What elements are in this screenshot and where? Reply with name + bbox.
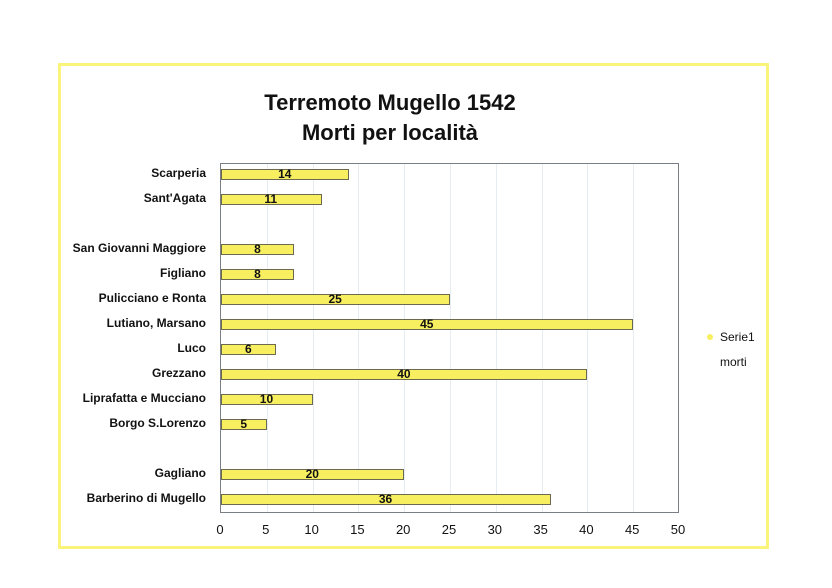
x-tick-label: 50 — [670, 522, 686, 537]
legend-series-label: Serie1 — [720, 330, 755, 344]
bar — [221, 493, 551, 505]
x-tick-label: 5 — [262, 522, 270, 537]
chart-title-line1: Terremoto Mugello 1542 — [264, 90, 516, 115]
plot-area: 14 11 8 8 25 45 6 40 10 5 20 36 — [220, 163, 679, 513]
bar-value-label: 6 — [244, 341, 252, 356]
x-tick-label: 45 — [624, 522, 640, 537]
bar — [221, 468, 405, 480]
category-label: Pulicciano e Ronta — [98, 290, 206, 305]
bar-value-label: 8 — [254, 266, 261, 281]
x-tick-label: 0 — [216, 522, 224, 537]
bar — [221, 393, 313, 405]
x-tick-label: 35 — [533, 522, 548, 537]
x-tick-label: 40 — [579, 522, 594, 537]
category-label: Scarperia — [151, 165, 206, 180]
bar — [221, 293, 450, 305]
bar-value-label: 45 — [420, 316, 434, 331]
gridline — [587, 164, 589, 512]
bar — [221, 243, 295, 255]
gridline — [404, 164, 406, 512]
gridline — [358, 164, 360, 512]
category-label: Grezzano — [151, 365, 206, 380]
bar-value-label: 14 — [278, 166, 292, 181]
bar — [221, 193, 322, 205]
chart-title-line2: Morti per località — [301, 120, 479, 145]
category-label: Borgo S.Lorenzo — [109, 415, 206, 430]
x-tick-label: 30 — [487, 522, 503, 537]
category-label: Figliano — [160, 265, 206, 280]
bar-value-label: 5 — [240, 416, 248, 431]
bar — [221, 368, 588, 380]
x-tick-label: 15 — [350, 522, 365, 537]
legend-subtitle: morti — [720, 355, 747, 369]
chart-frame — [58, 63, 769, 549]
gridline — [495, 164, 497, 512]
bar-value-label: 36 — [378, 491, 393, 506]
gridline — [633, 164, 635, 512]
bar — [221, 318, 634, 330]
category-label: Barberino di Mugello — [86, 490, 206, 505]
chart-title: Terremoto Mugello 1542 Morti per localit… — [200, 88, 580, 148]
bar — [221, 268, 295, 280]
legend-swatch-icon — [707, 334, 713, 340]
category-label: Sant'Agata — [143, 190, 206, 205]
bar-value-label: 25 — [328, 291, 342, 306]
x-tick-label: 10 — [304, 522, 319, 537]
bar-value-label: 8 — [254, 241, 261, 256]
category-label: Luco — [177, 340, 206, 355]
category-label: Gagliano — [154, 465, 206, 480]
category-label: San Giovanni Maggiore — [72, 240, 206, 255]
gridline — [312, 164, 314, 512]
category-label: Lutiano, Marsano — [106, 315, 206, 330]
bar-value-label: 10 — [259, 391, 274, 406]
x-tick-label: 20 — [395, 522, 411, 537]
bar-value-label: 11 — [264, 191, 278, 206]
bar — [221, 343, 276, 355]
gridline — [266, 164, 268, 512]
category-label: Liprafatta e Mucciano — [82, 390, 206, 405]
bar — [221, 168, 350, 180]
gridline — [541, 164, 543, 512]
bar-value-label: 20 — [305, 466, 319, 481]
gridline — [450, 164, 451, 512]
bar — [221, 418, 267, 430]
bar-value-label: 40 — [397, 366, 411, 381]
x-tick-label: 25 — [441, 522, 457, 537]
